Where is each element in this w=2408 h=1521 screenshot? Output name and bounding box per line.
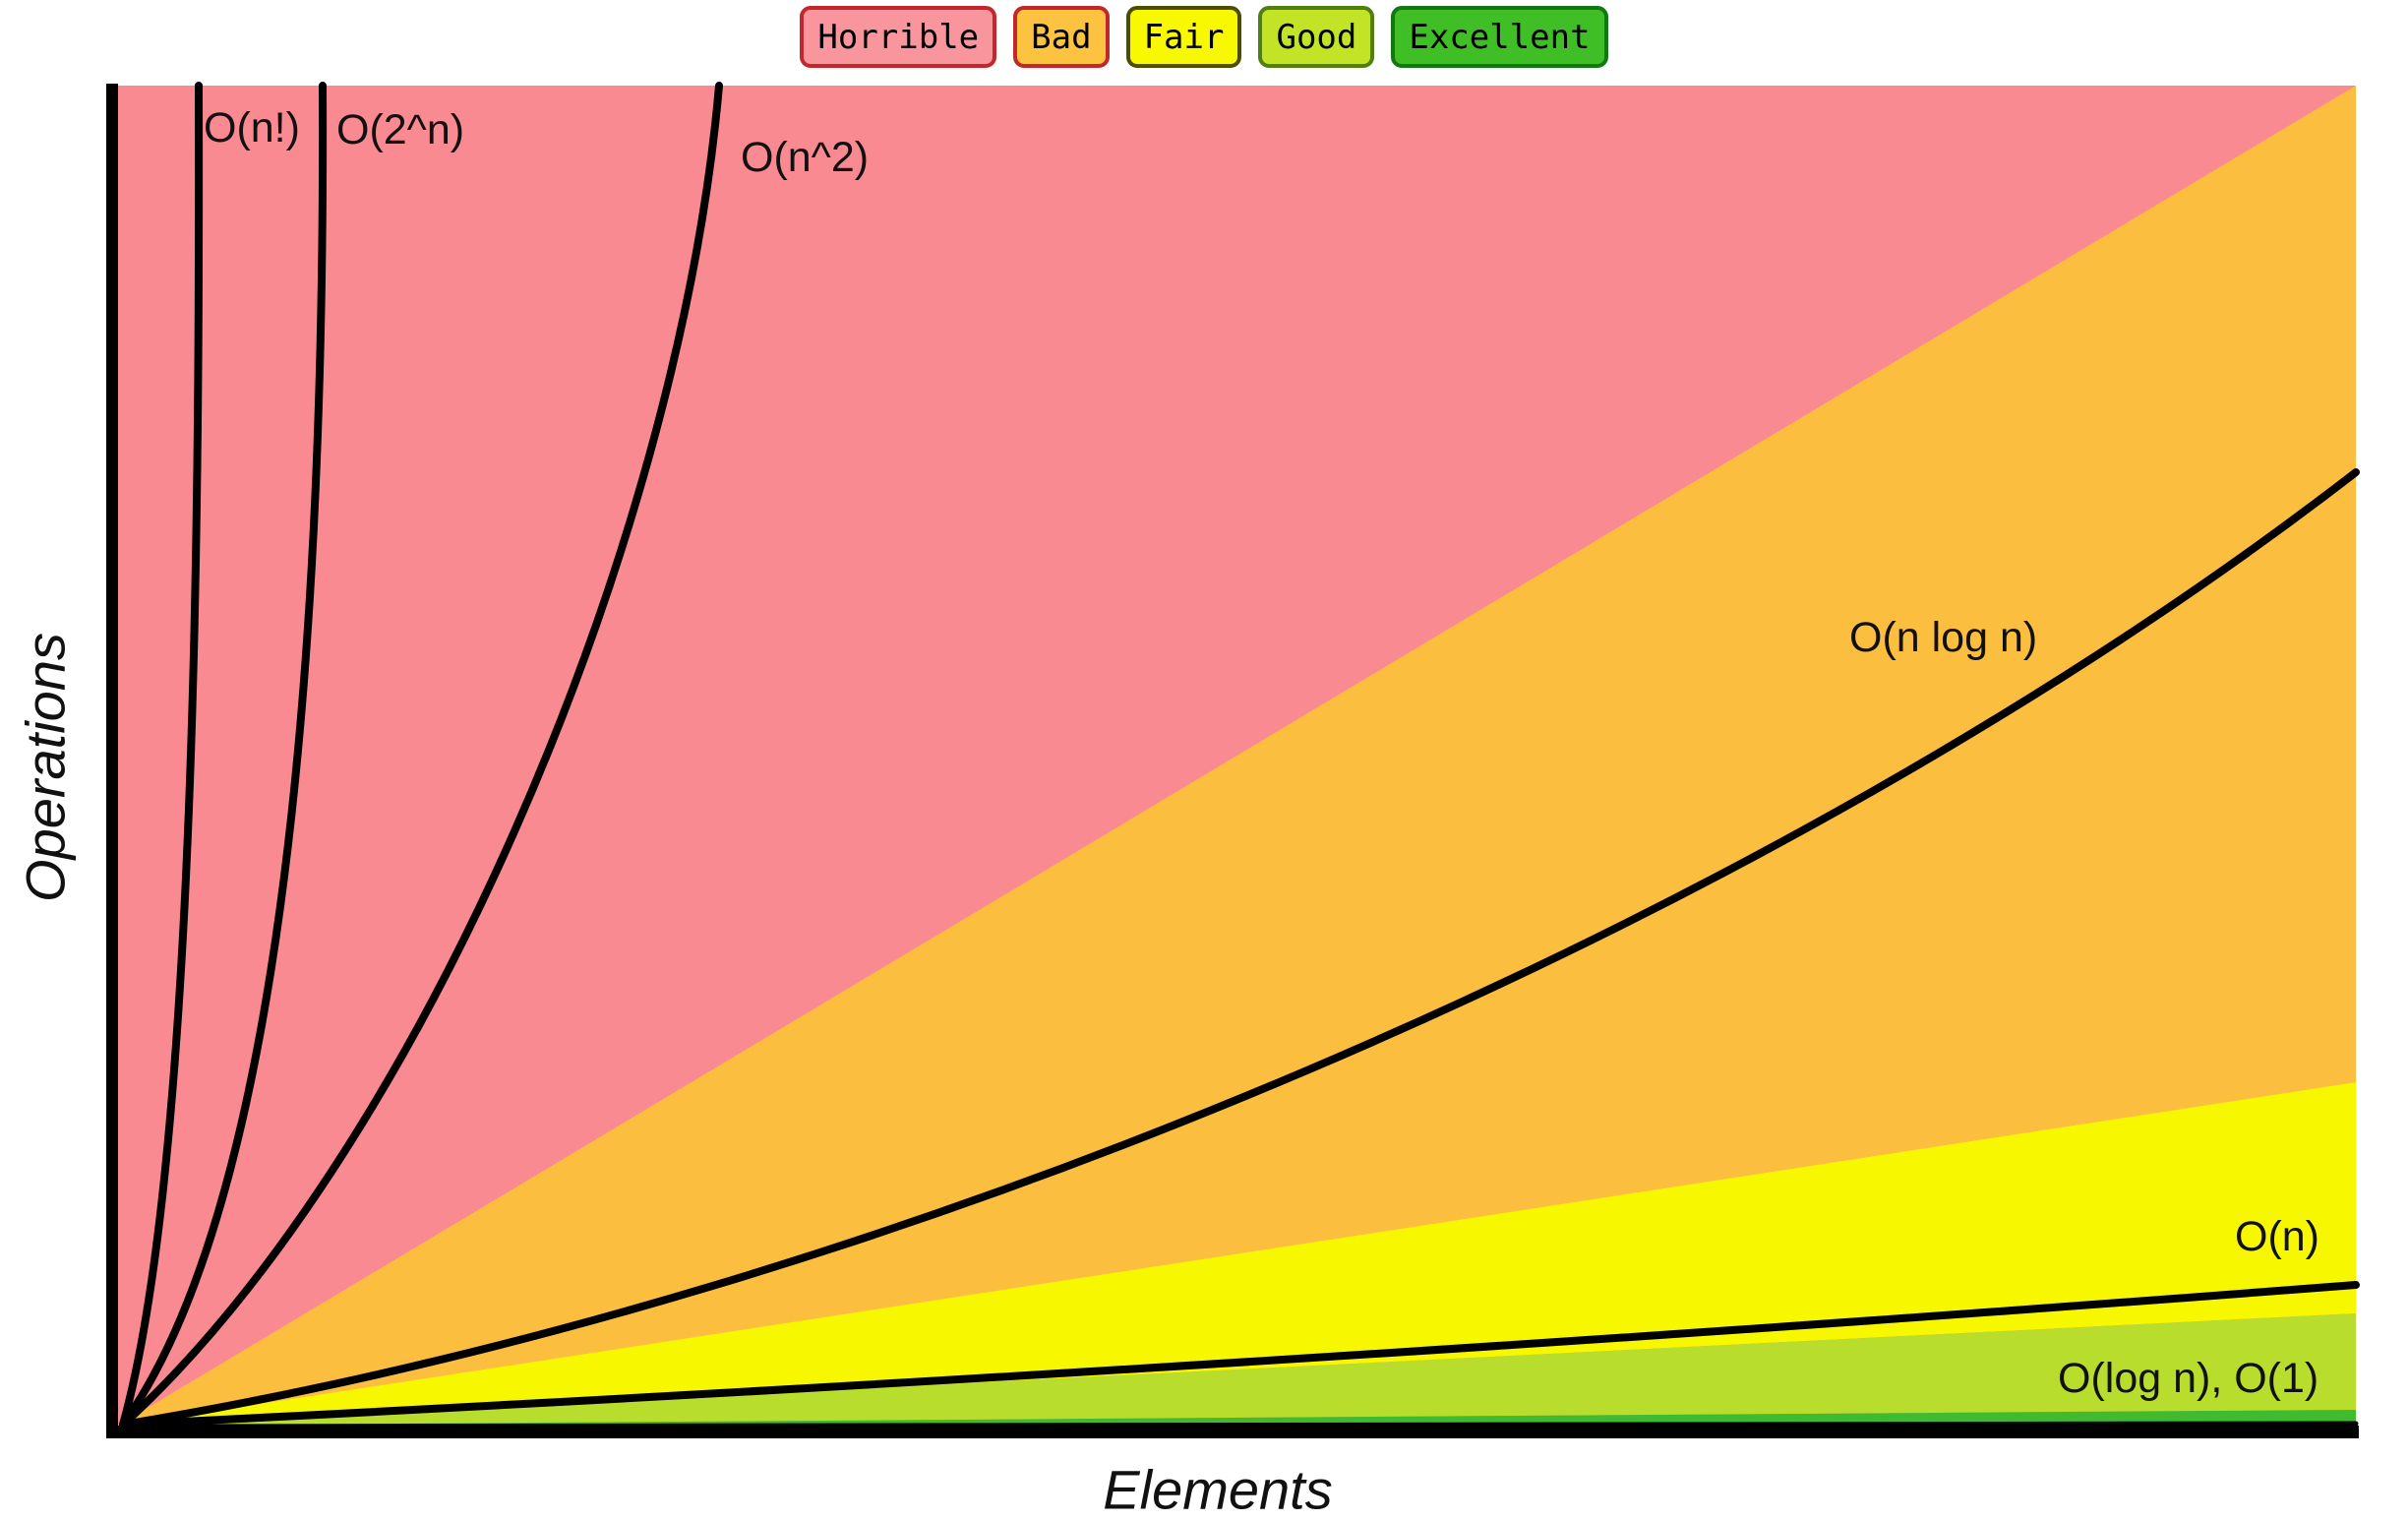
legend-chip-horrible: Horrible bbox=[800, 6, 997, 68]
o-log-n-o-1-label: O(log n), O(1) bbox=[2058, 1355, 2319, 1402]
o-n-label: O(n) bbox=[2235, 1213, 2319, 1260]
x-axis-line bbox=[106, 1426, 2359, 1438]
legend-label-excellent: Excellent bbox=[1409, 17, 1591, 57]
legend-label-horrible: Horrible bbox=[817, 17, 980, 57]
o-2-pow-n-curve bbox=[119, 82, 328, 1429]
o-n-squared-curve bbox=[119, 82, 723, 1429]
x-axis-label: Elements bbox=[1103, 1458, 1333, 1521]
region-fair bbox=[118, 1082, 2356, 1426]
y-axis-label: Operations bbox=[14, 633, 77, 902]
legend-label-fair: Fair bbox=[1143, 17, 1225, 57]
o-log-n-curve bbox=[120, 1421, 2359, 1430]
o-n-log-n-curve bbox=[119, 468, 2360, 1429]
legend-label-good: Good bbox=[1276, 17, 1357, 57]
legend-chip-bad: Bad bbox=[1013, 6, 1110, 68]
legend-chip-fair: Fair bbox=[1125, 6, 1242, 68]
legend-chip-excellent: Excellent bbox=[1391, 6, 1608, 68]
o-2-pow-n-label: O(2^n) bbox=[336, 106, 465, 153]
region-bad bbox=[118, 86, 2356, 1426]
legend-label-bad: Bad bbox=[1031, 17, 1092, 57]
legend: Horrible Bad Fair Good Excellent bbox=[0, 6, 2408, 68]
o-n-factorial-label: O(n!) bbox=[204, 104, 300, 152]
y-axis-line bbox=[106, 84, 118, 1438]
legend-chip-good: Good bbox=[1258, 6, 1375, 68]
o-n-squared-label: O(n^2) bbox=[741, 134, 870, 181]
o-n-factorial-curve bbox=[119, 82, 204, 1429]
region-excellent bbox=[118, 1410, 2356, 1426]
o-n-curve bbox=[119, 1281, 2360, 1429]
o-n-log-n-label: O(n log n) bbox=[1849, 614, 2038, 661]
